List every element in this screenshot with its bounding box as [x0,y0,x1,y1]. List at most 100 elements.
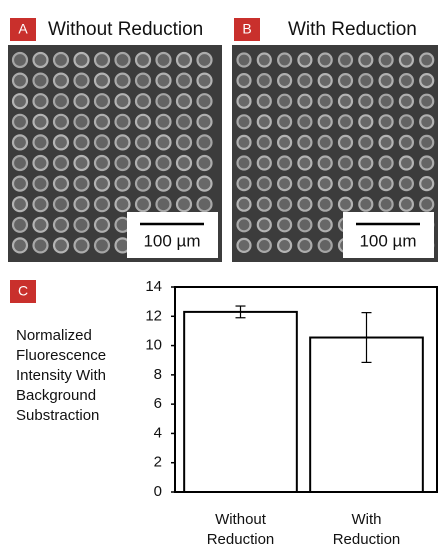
spot [380,54,393,67]
spot [54,53,68,67]
spot [54,156,68,170]
spot [136,156,150,170]
spot [75,156,89,170]
spot [13,53,27,67]
y-tick-label: 14 [145,278,162,295]
spot [238,198,251,211]
spot [136,197,150,211]
spot [339,54,352,67]
spot [136,177,150,191]
spot [157,156,171,170]
spot [198,94,212,108]
spot [278,218,291,231]
spot [258,136,271,149]
spot [75,238,89,252]
spot [13,238,27,252]
spot [95,94,109,108]
spot [177,197,191,211]
spot [380,74,393,87]
spot [339,136,352,149]
spot [380,115,393,128]
spot [95,156,109,170]
x-tick-label: With Reduction [322,510,412,546]
spot [177,74,191,88]
panel-label: B [242,21,251,37]
spot [54,94,68,108]
spot [258,177,271,190]
spot [177,94,191,108]
spot [420,54,433,67]
spot [75,135,89,149]
spot [319,54,332,67]
spot [278,95,291,108]
spot [400,54,413,67]
spot [75,74,89,88]
spot [116,115,130,129]
spot [319,95,332,108]
spot [278,177,291,190]
spot [95,218,109,232]
spot [420,115,433,128]
spot [319,115,332,128]
spot [380,177,393,190]
spot [198,197,212,211]
spot [198,74,212,88]
spot [157,94,171,108]
spot [319,177,332,190]
spot [34,197,48,211]
spot [319,218,332,231]
spot [400,177,413,190]
spot [95,74,109,88]
spot [359,95,372,108]
spot [116,135,130,149]
spot [198,115,212,129]
spot [359,74,372,87]
spot [13,135,27,149]
figure-canvas: A Without Reduction B With Reduction C 1… [0,0,442,546]
spot [157,115,171,129]
spot [136,94,150,108]
y-tick-label: 10 [145,337,162,354]
spot [319,157,332,170]
spot [13,197,27,211]
y-tick-label: 8 [154,366,162,383]
spot [75,197,89,211]
spot [400,74,413,87]
spot [359,115,372,128]
spot [13,115,27,129]
spot [359,177,372,190]
spot [95,135,109,149]
spot [278,198,291,211]
y-axis-label: Normalized Fluorescence Intensity With B… [16,326,141,426]
spot [400,198,413,211]
spot [238,95,251,108]
spot [157,74,171,88]
spot [75,177,89,191]
spot [380,136,393,149]
spot [34,94,48,108]
spot [238,115,251,128]
bar [184,312,297,492]
spot [420,74,433,87]
spot [400,95,413,108]
spot [75,94,89,108]
spot [359,157,372,170]
spot [319,74,332,87]
spot [13,156,27,170]
spot [157,53,171,67]
spot [95,238,109,252]
spot [420,136,433,149]
spot [54,74,68,88]
spot [13,177,27,191]
spot [339,115,352,128]
spot [34,115,48,129]
spot [380,95,393,108]
spot [400,136,413,149]
spot [54,115,68,129]
spot [258,95,271,108]
scale-bar-label: 100 µm [143,231,200,250]
spot [238,239,251,252]
spot [298,95,311,108]
